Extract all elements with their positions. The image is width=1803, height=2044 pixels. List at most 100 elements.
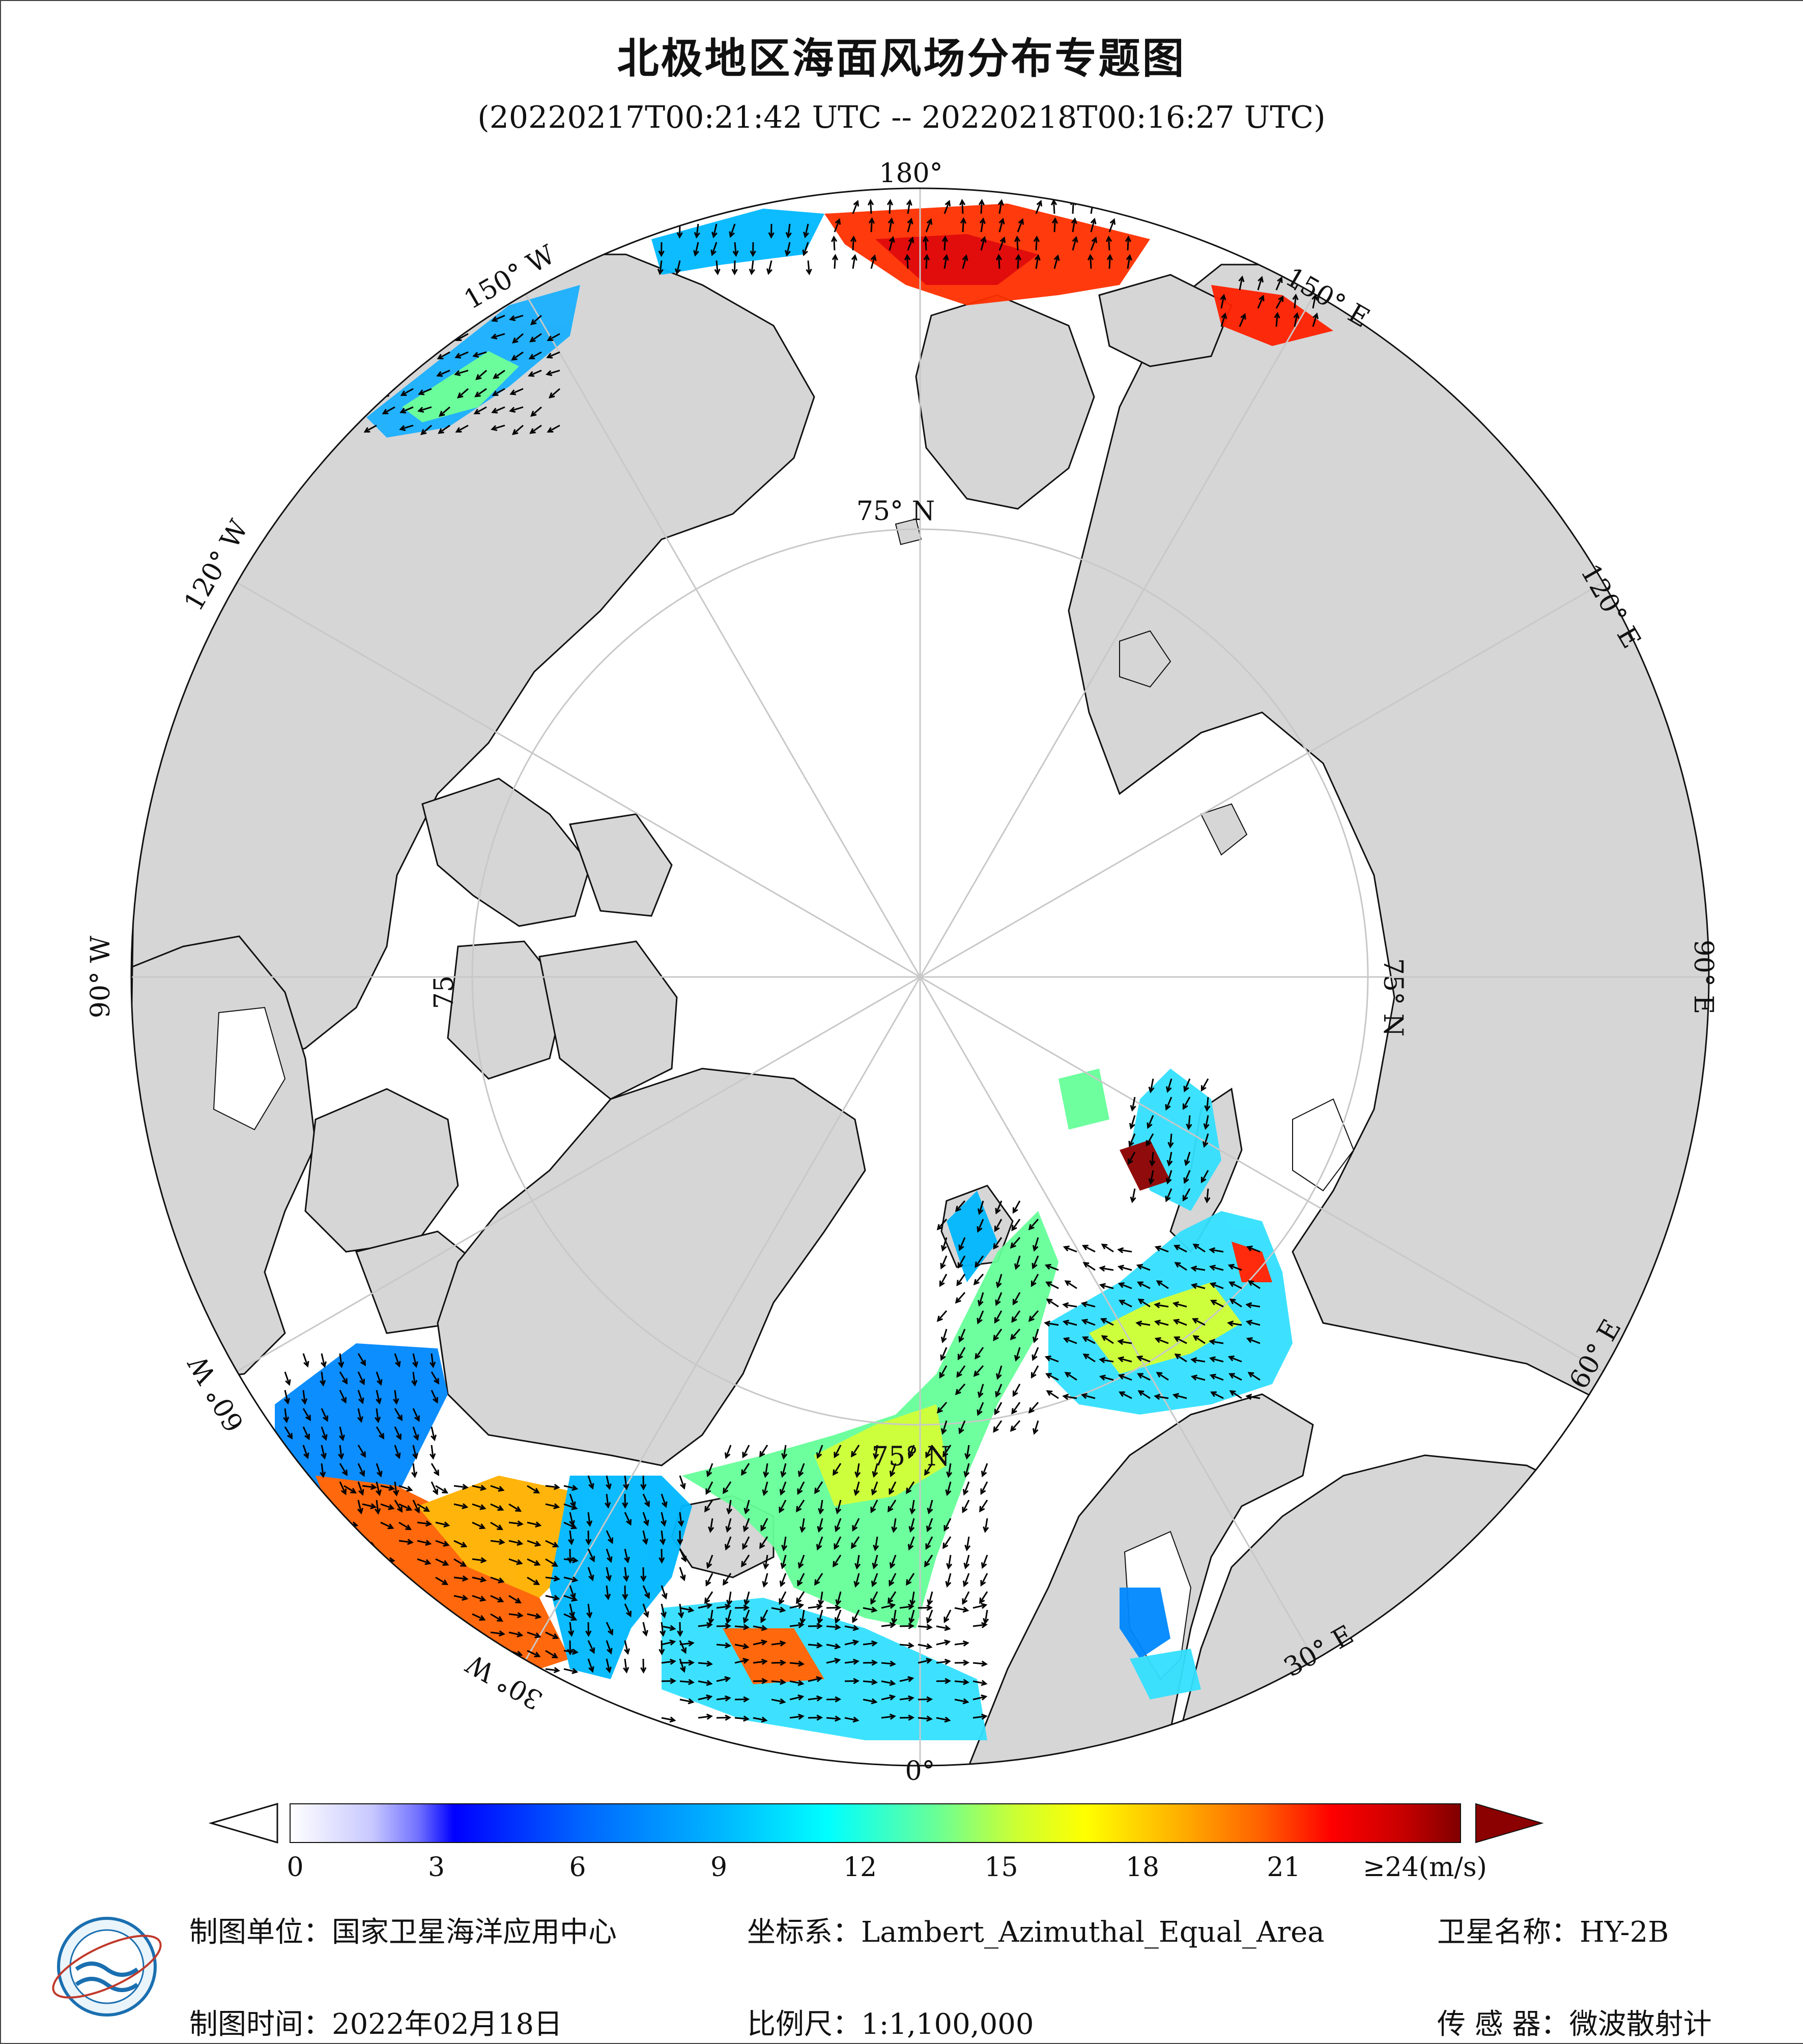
wind-arrow [1247,1338,1261,1344]
wind-arrow [587,1603,591,1617]
wind-arrow-head [923,253,930,261]
wind-arrow [435,1485,448,1493]
wind-arrow-head [964,1544,971,1551]
wind-arrow [569,1585,575,1599]
wind-arrow-head [1127,1158,1133,1165]
wind-arrow [661,1585,667,1599]
wind-arrow-head [724,1603,731,1610]
wind-arrow-head [640,1484,647,1491]
wind-arrow [948,1554,952,1568]
wind-arrow-head [708,1618,714,1625]
wind-arrow [716,1677,730,1682]
wind-arrow [874,1445,878,1458]
wind-arrow-head [283,1416,290,1423]
wind-arrow-head [688,1698,695,1705]
wind-arrow-head [1154,1245,1161,1252]
wind-arrow-head [890,1660,897,1667]
wind-arrow-head [493,373,499,379]
wind-arrow [431,1445,434,1458]
wind-arrow-head [706,1471,712,1478]
wind-arrow [984,1609,988,1623]
wind-arrow-head [425,1520,432,1527]
wind-arrow-head [1190,1283,1197,1289]
wind-arrow-head [1028,1315,1035,1322]
wind-arrow-head [706,1603,713,1609]
wind-arrow [819,1500,823,1513]
wind-arrow [529,351,542,359]
time-range-subtitle: (20220217T00:21:42 UTC -- 20220218T00:16… [477,100,1326,135]
wind-arrow [438,424,450,434]
wind-arrow [1083,1354,1096,1363]
wind-arrow-head [570,1615,578,1621]
wind-arrow-head [1210,1391,1217,1397]
wind-arrow [1033,1329,1039,1342]
wind-arrow [642,1658,644,1673]
wind-arrow-head [694,232,700,239]
wind-arrow-head [375,1508,381,1515]
wind-arrow-head [688,1659,695,1666]
wind-arrow [321,1353,326,1367]
wind-arrow [854,1573,860,1587]
wind-arrow [979,1500,988,1512]
wind-arrow-head [358,1397,364,1404]
wind-arrow-head [586,1520,593,1527]
wind-arrow [380,1503,394,1509]
wind-arrow [1211,1374,1224,1381]
wind-arrow [1072,237,1077,251]
wind-arrow [980,1481,988,1494]
wind-arrow-head [660,1538,666,1545]
wind-arrow-head [669,1625,676,1631]
wind-arrow-head [455,427,462,433]
wind-arrow-head [1010,1242,1016,1249]
wind-arrow [980,219,984,233]
wind-arrow-head [872,1471,878,1478]
wind-arrow-head [400,390,407,396]
wind-arrow-head [1174,1262,1181,1268]
wind-arrow [453,1503,467,1508]
wind-arrow-head [1032,1354,1038,1361]
wind-arrow-head [904,253,911,261]
wind-arrow-head [867,198,874,206]
wind-arrow [1175,1245,1187,1253]
wind-arrow [975,1347,984,1359]
wind-arrow-head [1012,1299,1018,1306]
wind-arrow-head [479,1523,486,1530]
wind-arrow [854,1481,860,1495]
wind-arrow [1174,1394,1187,1399]
wind-arrow-head [1165,1195,1171,1202]
wind-arrow [826,1644,840,1648]
wind-arrow [698,1662,712,1665]
wind-arrow-head [981,1660,988,1667]
wind-arrow [344,1540,357,1546]
wind-arrow [928,1500,933,1513]
wind-arrow-head [977,1208,984,1215]
wind-arrow [889,1573,897,1586]
wind-arrow-head [1200,1085,1207,1092]
wind-arrow [437,369,450,377]
wind-arrow-head [743,1604,750,1611]
wind-arrow [833,237,836,251]
wind-arrow [457,388,469,398]
wind-arrow-head [585,1539,592,1546]
lon-label-90w: 90° W [85,935,116,1018]
lat-label-left: 75 [429,975,460,1009]
wind-arrow [1064,1246,1077,1253]
wind-arrow-head [946,1471,953,1478]
wind-arrow [490,1576,504,1582]
wind-arrow [851,1445,860,1457]
wind-arrow-head [1154,1337,1161,1343]
wind-arrow-head [570,1501,576,1508]
wind-arrow [510,314,524,321]
wind-arrow [726,1518,732,1532]
wind-arrow-head [706,1660,713,1667]
wind-arrow [1193,1318,1206,1326]
wind-arrow-head [981,1680,988,1686]
wind-arrow [856,1554,860,1568]
wind-arrow-head [1062,1394,1069,1400]
wind-arrow-head [958,1427,964,1434]
wind-arrow-head [547,427,554,433]
wind-arrow-head [498,1539,505,1545]
wind-arrow-head [1105,235,1112,242]
wind-arrow-head [1172,1393,1179,1399]
wind-arrow-head [351,1652,358,1658]
